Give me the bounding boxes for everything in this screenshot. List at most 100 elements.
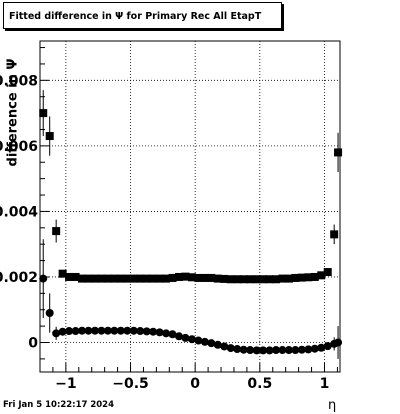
square-point [136, 274, 145, 283]
plot-frame [39, 40, 341, 373]
square-point [149, 274, 158, 283]
circle-point [200, 337, 209, 346]
circle-point [123, 326, 132, 335]
circle-point [271, 346, 280, 355]
circle-point [78, 326, 87, 335]
square-point [58, 269, 67, 278]
square-point [334, 148, 343, 157]
circle-point [71, 327, 80, 336]
circle-point [194, 336, 203, 345]
data-marks [39, 90, 343, 359]
square-point [187, 273, 196, 282]
square-point [194, 273, 203, 282]
square-point [123, 274, 132, 283]
circle-point [84, 326, 93, 335]
circle-point [252, 346, 261, 355]
square-point [330, 230, 339, 239]
square-point [110, 274, 119, 283]
circle-point [213, 340, 222, 349]
y-tick-label: 0.008 [0, 73, 38, 89]
square-point [129, 274, 138, 283]
x-tick-label: −1 [55, 376, 76, 392]
tick-labels: −1 −0.5 0 0.5 1 0 0.002 0.004 0.006 0.008 [0, 73, 329, 392]
circle-point [65, 327, 74, 336]
square-point [52, 227, 61, 236]
circle-point [175, 332, 184, 341]
circle-point [220, 342, 229, 351]
square-point [252, 275, 261, 284]
x-tick-label: 1 [320, 376, 330, 392]
circle-point [90, 326, 99, 335]
circle-point [110, 326, 119, 335]
square-point [116, 274, 125, 283]
circle-point [310, 344, 319, 353]
square-point [78, 274, 87, 283]
square-point [310, 272, 319, 281]
square-point [65, 272, 74, 281]
circle-point [155, 328, 164, 337]
chart-title: Fitted difference in Ψ for Primary Rec A… [3, 2, 282, 29]
circle-point [259, 346, 268, 355]
circle-point [116, 326, 125, 335]
circle-point [149, 327, 158, 336]
square-point [265, 275, 274, 284]
circle-point [334, 338, 343, 347]
square-point [259, 275, 268, 284]
square-point [284, 274, 293, 283]
square-point [45, 132, 54, 141]
circle-point [265, 346, 274, 355]
circle-point [239, 345, 248, 354]
timestamp: Fri Jan 5 10:22:17 2024 [3, 400, 115, 410]
circle-point [103, 326, 112, 335]
circle-point [181, 333, 190, 342]
circle-point [45, 309, 54, 318]
square-point [90, 274, 99, 283]
square-point [162, 274, 171, 283]
circle-point [97, 326, 106, 335]
square-point [103, 274, 112, 283]
circle-point [304, 345, 313, 354]
circle-point [168, 330, 177, 339]
circle-point [233, 345, 242, 354]
circle-point [187, 335, 196, 344]
square-point [239, 275, 248, 284]
square-point [39, 109, 48, 118]
square-point [213, 274, 222, 283]
y-tick-label: 0 [28, 336, 38, 352]
square-point [142, 274, 151, 283]
circle-point [52, 329, 61, 338]
square-point [246, 275, 255, 284]
x-tick-label: 0 [190, 376, 200, 392]
square-point [200, 273, 209, 282]
square-point [155, 274, 164, 283]
square-point [233, 275, 242, 284]
circle-point [129, 326, 138, 335]
grid-lines [40, 41, 340, 372]
square-point [278, 274, 287, 283]
circle-point [39, 274, 48, 283]
circle-point [58, 327, 67, 336]
square-point [175, 272, 184, 281]
square-point [304, 273, 313, 282]
circle-point [284, 346, 293, 355]
square-point [323, 268, 332, 277]
circle-point [291, 346, 300, 355]
square-point [71, 272, 80, 281]
square-point [226, 275, 235, 284]
square-point [168, 273, 177, 282]
square-point [220, 274, 229, 283]
y-tick-label: 0.004 [0, 204, 38, 220]
square-point [97, 274, 106, 283]
axis-ticks [40, 47, 338, 372]
square-point [317, 271, 326, 280]
circle-point [226, 344, 235, 353]
circle-point [207, 339, 216, 348]
x-tick-label: −0.5 [112, 376, 149, 392]
square-point [181, 272, 190, 281]
circle-point [278, 346, 287, 355]
circle-point [162, 329, 171, 338]
square-point [291, 273, 300, 282]
y-axis-label: difference in Ψ [5, 58, 21, 167]
x-tick-label: 0.5 [247, 376, 272, 392]
